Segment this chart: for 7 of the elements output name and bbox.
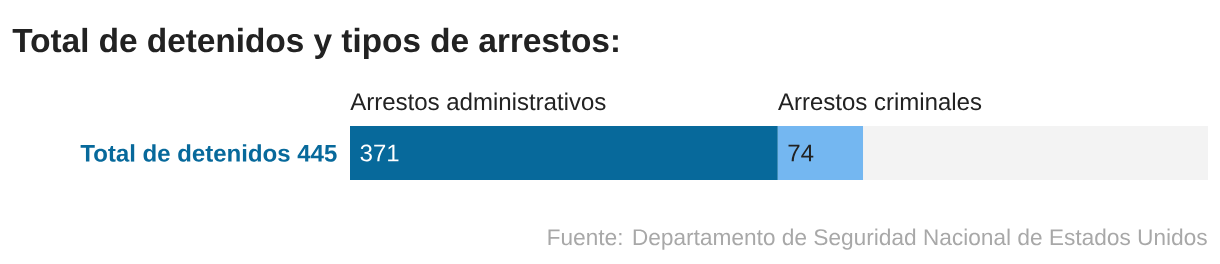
data-label: 371 bbox=[360, 144, 399, 162]
y-tick-label: Total de detenidos 445 bbox=[80, 144, 337, 162]
data-label: 74 bbox=[788, 144, 814, 162]
series-label: Arrestos administrativos bbox=[350, 92, 606, 111]
series-label: Arrestos criminales bbox=[778, 92, 982, 111]
chart-title: Total de detenidos y tipos de arrestos: bbox=[12, 27, 618, 59]
source-note: Fuente: Departamento de Seguridad Nacional de Estados Unidos bbox=[548, 228, 1207, 250]
